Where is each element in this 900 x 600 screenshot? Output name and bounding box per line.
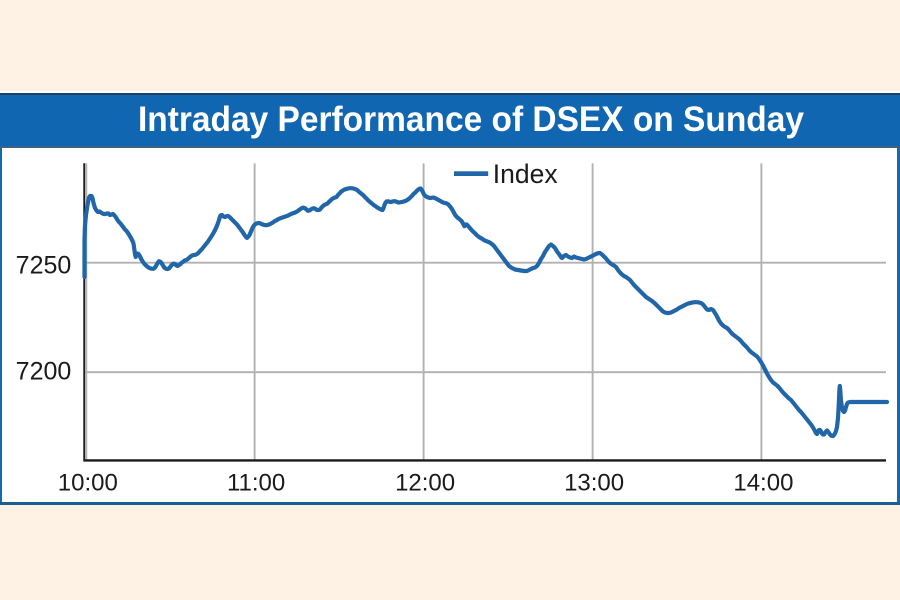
svg-text:Index: Index bbox=[493, 159, 558, 189]
svg-text:12:00: 12:00 bbox=[395, 469, 455, 496]
svg-text:7250: 7250 bbox=[16, 252, 72, 280]
svg-text:14:00: 14:00 bbox=[733, 469, 793, 496]
svg-text:7200: 7200 bbox=[16, 358, 72, 386]
svg-text:11:00: 11:00 bbox=[227, 469, 285, 496]
svg-text:13:00: 13:00 bbox=[564, 469, 624, 496]
svg-text:10:00: 10:00 bbox=[58, 469, 118, 496]
